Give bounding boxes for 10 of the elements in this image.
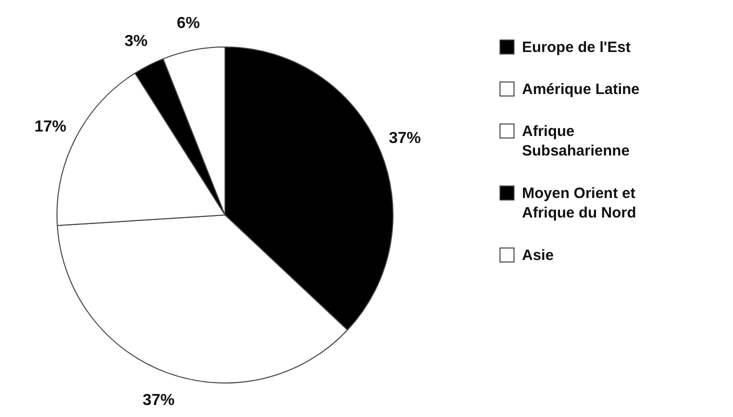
data-label: 3% bbox=[124, 32, 148, 50]
legend-label: Amérique Latine bbox=[522, 81, 640, 98]
legend-label: Afrique Subsaharienne bbox=[522, 123, 630, 160]
data-label: 37% bbox=[388, 130, 421, 147]
data-label: 37% bbox=[142, 392, 175, 410]
data-label: 6% bbox=[176, 15, 200, 32]
legend-label: Asie bbox=[522, 247, 554, 264]
legend-label: Europe de l'Est bbox=[522, 39, 631, 56]
data-label: 17% bbox=[34, 118, 66, 136]
legend-label: Moyen Orient et Afrique du Nord bbox=[522, 185, 636, 222]
